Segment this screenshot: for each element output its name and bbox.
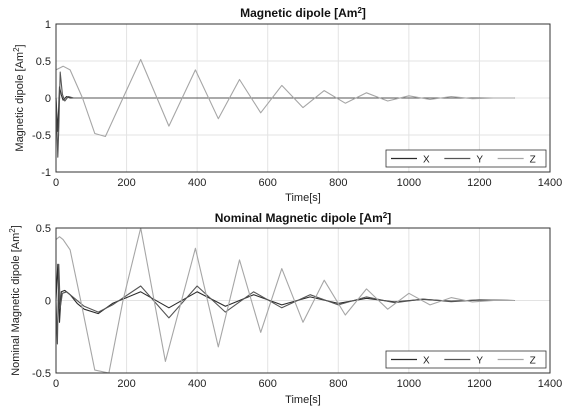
x-tick-label: 0 [53, 177, 59, 189]
series-line-x [55, 263, 515, 323]
y-tick-label: 0 [45, 93, 51, 105]
x-axis-label: Time[s] [285, 192, 321, 204]
chart-title: Nominal Magnetic dipole [Am2] [215, 211, 391, 226]
y-axis-label: Magnetic dipole [Am2] [12, 44, 27, 151]
y-tick-label: 0.5 [36, 56, 51, 68]
x-axis-label: Time[s] [285, 394, 321, 406]
series-line-y [55, 71, 515, 158]
x-tick-label: 800 [329, 378, 347, 390]
x-tick-label: 1400 [538, 378, 562, 390]
y-axis-label: Nominal Magnetic dipole [Am2] [8, 225, 23, 376]
x-tick-label: 800 [329, 177, 347, 189]
legend-label-x: X [423, 155, 430, 166]
axes-frame [55, 23, 551, 173]
legend-label-y: Y [476, 155, 483, 166]
chart-nominal-magnetic-dipole: 0 200 400 600 800 1000 1200 1400-0.500.5Nominal… [8, 211, 563, 407]
x-tick-label: 600 [259, 177, 277, 189]
y-tick-label: -0.5 [32, 130, 51, 142]
x-tick-label: 1400 [538, 177, 562, 189]
x-tick-label: 400 [188, 177, 206, 189]
legend: X Y Z [385, 350, 547, 369]
legend-label-x: X [423, 356, 430, 367]
x-tick-label: 200 [117, 177, 135, 189]
legend-label-y: Y [476, 356, 483, 367]
y-tick-label: 0.5 [36, 223, 51, 235]
y-tick-label: 1 [45, 19, 51, 31]
series-line-z [55, 227, 515, 374]
x-tick-label: 400 [188, 378, 206, 390]
x-tick-label: 1200 [467, 177, 491, 189]
y-tick-label: -0.5 [32, 368, 51, 380]
series-line-z [55, 58, 515, 138]
x-tick-label: 200 [117, 378, 135, 390]
x-tick-label: 1000 [397, 378, 421, 390]
chart-title: Magnetic dipole [Am2] [240, 6, 366, 21]
y-tick-label: 0 [45, 296, 51, 308]
axes-frame [55, 227, 551, 374]
legend: X Y Z [385, 149, 547, 168]
x-tick-label: 1000 [397, 177, 421, 189]
x-tick-label: 600 [259, 378, 277, 390]
x-tick-label: 1200 [467, 378, 491, 390]
series-line-y [55, 263, 515, 345]
legend-label-z: Z [530, 356, 536, 367]
legend-label-z: Z [530, 155, 536, 166]
x-tick-label: 0 [53, 378, 59, 390]
chart-magnetic-dipole: 0 200 400 600 800 1000 1200 1400 -1 -0.5 0 0.5 1 Magn… [12, 6, 563, 205]
y-tick-label: -1 [41, 167, 51, 179]
